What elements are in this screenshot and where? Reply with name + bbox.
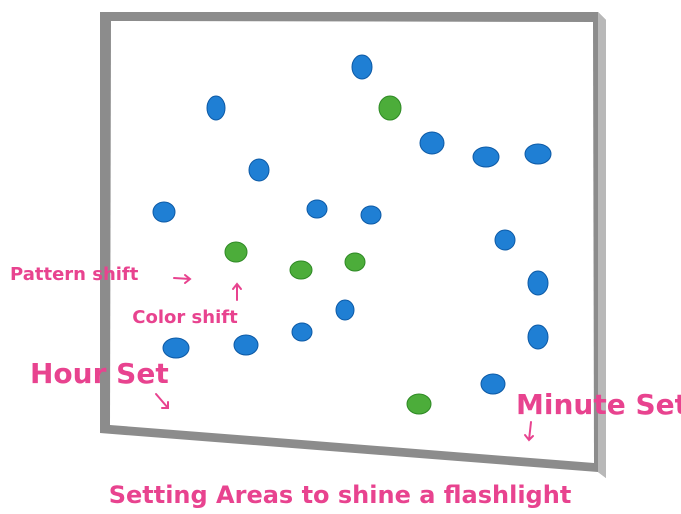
minute-set-label: Minute Set (516, 388, 681, 421)
diagram: Pattern shift Color shift Hour Set Minut… (0, 0, 681, 510)
hour-set-label: Hour Set (30, 357, 169, 390)
caption: Setting Areas to shine a flashlight (109, 481, 572, 509)
color-shift-label: Color shift (132, 307, 238, 328)
pattern-shift-label: Pattern shift (10, 264, 139, 285)
